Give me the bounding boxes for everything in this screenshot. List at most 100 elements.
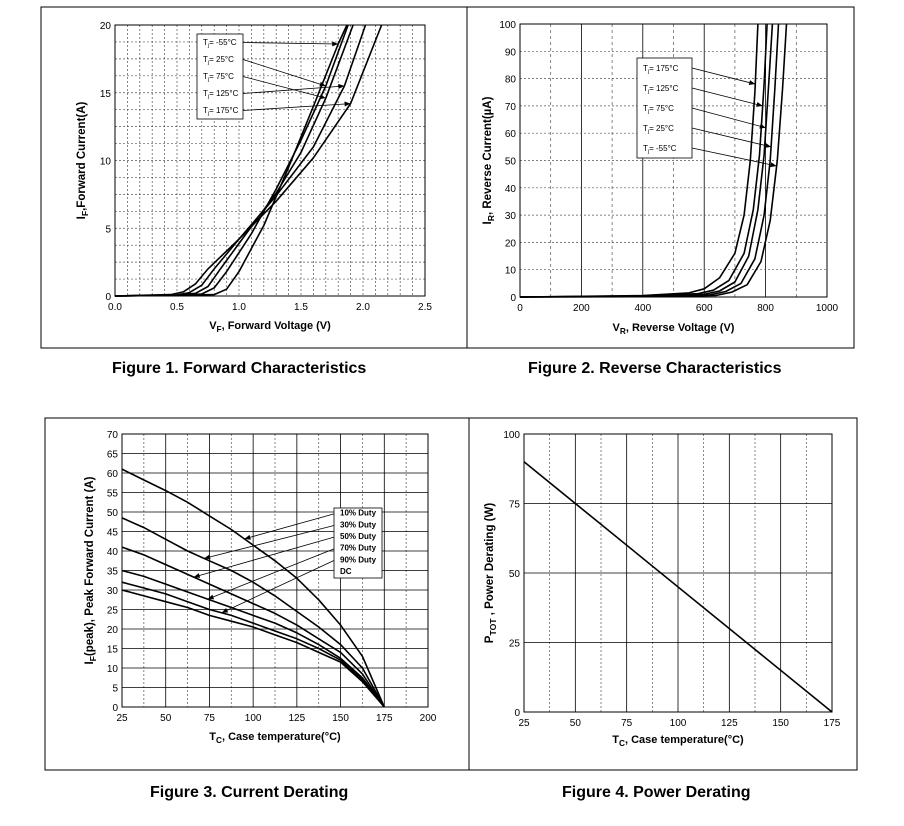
legend-arrowhead [244,534,251,540]
y-tick-label: 50 [107,508,119,519]
legend-arrowhead [338,83,345,89]
y-tick-label: 50 [509,569,521,580]
plot-area [523,433,833,713]
legend-entry: Tj= 25°C [203,55,234,66]
legend-leader-line [193,536,335,578]
x-tick-label: 200 [573,303,590,314]
plot-area [114,24,426,297]
legend-leader-line [244,513,335,540]
legend-arrowhead [319,94,326,100]
y-tick-label: 20 [107,625,119,636]
legend-arrowhead [764,143,772,148]
figure-2-caption: Figure 2. Reverse Characteristics [528,360,782,377]
y-tick-label: 70 [505,102,517,113]
legend-leader-line [221,560,335,614]
x-tick-label: 400 [634,303,651,314]
legend-box [333,507,383,579]
x-tick-label: 0.5 [170,302,184,313]
series-group [519,23,788,298]
legend-entry: Tj= 175°C [203,106,239,117]
legend-entry: 50% Duty [340,532,377,541]
legend-entry: 90% Duty [340,555,377,564]
legend-arrowhead [221,607,229,613]
legend-arrowhead [344,101,351,107]
legend-leader-line [691,127,772,148]
y-axis-label: IF,Forward Current(A) [76,101,90,219]
legend: Tj= -55°C Tj= 25°C Tj= 75°C Tj= 125°C Tj= 17… [196,33,351,120]
x-tick-label: 75 [204,713,216,724]
legend-leader-line [691,87,763,107]
panel-frame-2 [466,6,855,349]
forward-characteristics-chart: 0.0 0.5 1.0 1.5 2.0 2.5 0 5 10 15 20 VF, Forward Vo… [76,21,432,334]
legend-entry: Tj= 125°C [643,84,679,95]
legend-entry: Tj= -55°C [203,38,237,49]
y-tick-label: 45 [107,528,119,539]
x-axis-label: TC, Case temperature(°C) [612,734,744,748]
y-tick-label: 75 [509,500,521,511]
x-tick-label: 200 [420,713,437,724]
x-tick-label: 25 [116,713,128,724]
legend-leader-line [242,76,326,99]
y-axis-label: IF(peak), Peak Forward Current (A) [84,476,98,664]
y-tick-label: 60 [505,129,517,140]
y-tick-label: 5 [105,224,111,235]
y-tick-label: 25 [107,606,119,617]
series-line-4 [114,24,367,297]
y-tick-label: 20 [505,238,517,249]
series-line-5 [519,23,788,298]
legend: 10% Duty 30% Duty 50% Duty 70% Duty 90% Duty… [193,507,383,614]
y-tick-label: 50 [505,157,517,168]
y-axis-label: PTOT , Power Derating (W) [484,503,498,644]
series-line-3 [114,24,354,297]
series-line-5 [121,581,385,708]
y-tick-label: 0 [105,292,111,303]
x-tick-label: 175 [824,718,841,729]
legend-leader-line [691,107,766,129]
figure-1-caption: Figure 1. Forward Characteristics [112,360,367,377]
legend-box [636,57,693,159]
grid [524,434,832,712]
figure-4-caption: Figure 4. Power Derating [562,784,751,801]
x-tick-label: 2.5 [418,302,432,313]
x-axis-label: VR, Reverse Voltage (V) [613,322,735,336]
series-line-4 [121,569,385,708]
y-tick-label: 30 [505,211,517,222]
legend-arrowhead [193,573,201,578]
legend-entry: 70% Duty [340,544,377,553]
legend-entry: Tj= 25°C [643,124,674,135]
series-line-2 [121,517,385,708]
legend-leader-line [242,59,326,87]
series-group [114,24,383,297]
legend-entry: Tj= 175°C [643,64,679,75]
legend-entry: 30% Duty [340,520,377,529]
series-line-1 [121,468,386,708]
legend-arrowhead [204,554,211,560]
series-line-3 [121,546,385,708]
y-tick-label: 20 [100,21,112,32]
x-tick-label: 50 [160,713,172,724]
legend-entry: Tj= 75°C [643,104,674,115]
current-derating-chart: 25 50 75 100 125 150 175 200 0 5 10 15 20 25 30 35 40 45 5… [84,430,437,745]
x-tick-label: 150 [772,718,789,729]
x-tick-label: 600 [696,303,713,314]
series-line-1 [523,461,833,713]
y-tick-label: 60 [107,469,119,480]
plot-area [519,23,828,298]
x-tick-label: 100 [245,713,262,724]
x-tick-label: 100 [670,718,687,729]
x-tick-label: 25 [518,718,530,729]
y-tick-label: 10 [100,157,112,168]
y-tick-label: 100 [499,20,516,31]
series-line-6 [121,589,385,708]
y-axis-label: IR, Reverse Current(µA) [482,96,496,224]
grid [115,25,425,296]
x-tick-label: 150 [332,713,349,724]
legend-leader-line [242,42,339,45]
legend-arrowhead [759,123,766,129]
series-group [121,468,386,708]
legend: Tj= 175°C Tj= 125°C Tj= 75°C Tj= 25°C Tj= -5… [636,57,777,168]
y-tick-label: 0 [510,293,516,304]
panel-frames [40,6,858,771]
legend-leader-line [242,103,351,111]
